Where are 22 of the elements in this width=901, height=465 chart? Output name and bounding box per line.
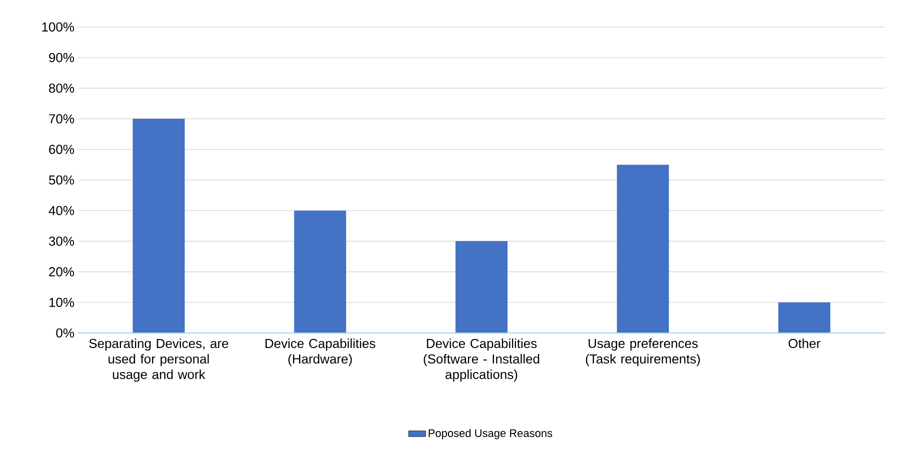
bar <box>132 118 185 333</box>
y-tick-label: 60% <box>49 144 74 154</box>
y-tick-label: 70% <box>49 114 74 124</box>
bar <box>294 210 346 333</box>
y-tick-label: 10% <box>49 298 74 307</box>
y-tick-label: 20% <box>49 267 74 276</box>
x-tick-label: Usage preferences (Task requirements) <box>586 338 700 366</box>
bar <box>778 302 830 333</box>
y-tick-label: 100% <box>42 22 74 32</box>
y-tick-label: 30% <box>48 236 74 246</box>
y-tick-label: 40% <box>48 206 74 216</box>
x-tick-label: Other <box>788 338 820 348</box>
y-tick-label: 0% <box>56 328 74 338</box>
bar <box>456 241 508 333</box>
y-tick-label: 90% <box>49 52 74 62</box>
bar <box>616 164 669 333</box>
x-tick-label: Device Capabilities (Software - Installed applications) <box>424 338 540 382</box>
y-tick-label: 50% <box>48 175 74 185</box>
y-tick-label: 80% <box>49 84 74 93</box>
legend-label: Poposed Usage Reasons <box>428 428 552 440</box>
x-tick-label: Separating Devices, are used for personal usage and work <box>89 338 228 382</box>
x-tick-label: Device Capabilities (Hardware) <box>266 338 376 366</box>
